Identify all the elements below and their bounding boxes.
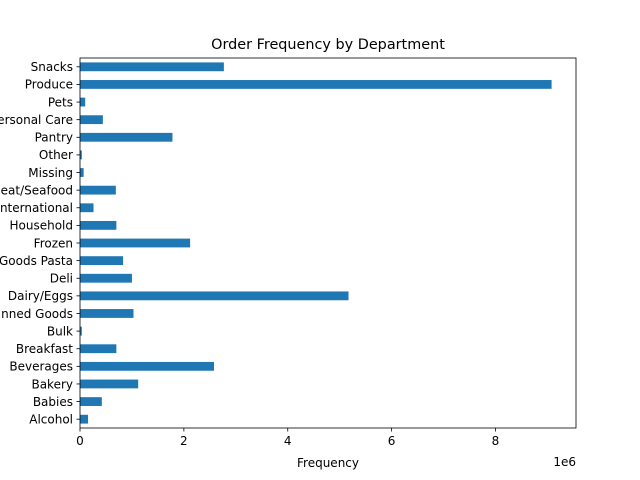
y-tick-label: Dairy/Eggs [8,289,73,303]
x-axis-multiplier: 1e6 [553,455,576,469]
y-tick-label: Meat/Seafood [0,183,73,197]
bar-breakfast [80,344,117,354]
bar-dairy-eggs [80,291,349,301]
bar-meat-seafood [80,185,116,195]
bar-alcohol [80,414,89,424]
bar-other [80,150,82,160]
y-tick-label: Deli [50,272,73,286]
bar-deli [80,273,132,283]
bars-group [80,62,552,424]
y-tick-label: Produce [25,78,73,92]
y-tick-label: Babies [33,395,73,409]
bar-frozen [80,238,191,248]
x-axis-label: Frequency [297,456,359,470]
plot-frame [79,57,577,429]
bar-pets [80,97,86,107]
x-tick-label: 8 [492,434,500,448]
y-tick-label: Dry Goods Pasta [0,254,73,268]
bar-canned-goods [80,309,134,318]
y-tick-label: Bulk [47,324,73,338]
x-tick-label: 0 [76,434,84,448]
bar-babies [80,397,102,406]
y-tick-label: Other [39,148,73,162]
y-tick-label: International [0,201,73,215]
y-tick-label: Beverages [9,360,73,374]
bar-dry-goods-pasta [80,256,124,266]
y-tick-label: Canned Goods [0,307,73,321]
y-tick-label: Pantry [35,131,73,145]
x-axis-ticks: 0 2 4 6 8 [76,428,499,448]
x-tick-label: 6 [388,434,396,448]
y-tick-label: Bakery [31,377,73,391]
x-tick-label: 4 [284,434,292,448]
y-tick-label: Frozen [34,236,73,250]
bar-international [80,203,94,213]
y-tick-label: Breakfast [16,342,73,356]
bar-bakery [80,379,139,389]
x-tick-label: 2 [180,434,188,448]
y-axis-ticks: Alcohol Babies Bakery Beverages Breakfast Bul… [0,60,80,426]
y-tick-label: Personal Care [0,113,73,127]
bar-pantry [80,132,173,142]
bar-produce [80,80,552,89]
chart-title: Order Frequency by Department [211,37,445,53]
y-tick-label: Alcohol [29,412,73,426]
y-tick-label: Snacks [31,60,73,74]
bar-missing [80,168,84,177]
bar-household [80,220,117,230]
bar-personal-care [80,115,103,125]
y-tick-label: Pets [48,95,73,109]
bar-bulk [80,326,82,336]
y-tick-label: Household [9,219,73,233]
bar-snacks [80,62,224,72]
y-tick-label: Missing [28,166,73,180]
bar-beverages [80,361,214,371]
